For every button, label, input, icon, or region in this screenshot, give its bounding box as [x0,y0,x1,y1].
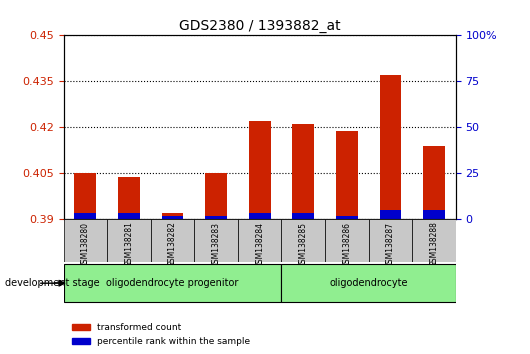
Legend: transformed count, percentile rank within the sample: transformed count, percentile rank withi… [68,320,254,349]
Bar [423,210,445,219]
FancyBboxPatch shape [238,219,281,262]
Text: GSM138281: GSM138281 [125,219,134,266]
Bar [162,213,183,219]
Bar [379,210,401,219]
Bar [293,213,314,219]
Text: GSM138288: GSM138288 [429,219,438,266]
FancyBboxPatch shape [151,219,195,262]
Text: development stage: development stage [5,278,100,288]
FancyBboxPatch shape [107,219,151,262]
FancyBboxPatch shape [64,219,107,262]
Bar [423,146,445,219]
Bar [249,121,271,219]
Text: GSM138285: GSM138285 [299,222,308,268]
Text: GSM138280: GSM138280 [81,219,90,266]
FancyBboxPatch shape [281,264,456,302]
Title: GDS2380 / 1393882_at: GDS2380 / 1393882_at [179,19,340,33]
FancyBboxPatch shape [325,219,369,262]
Text: GSM138282: GSM138282 [168,219,177,266]
Text: oligodendrocyte: oligodendrocyte [329,278,408,288]
Bar [162,216,183,219]
Text: GSM138285: GSM138285 [299,219,308,266]
Text: GSM138283: GSM138283 [211,219,220,266]
Bar [205,173,227,219]
Text: GSM138287: GSM138287 [386,219,395,266]
Bar [293,124,314,219]
Bar [249,213,271,219]
FancyBboxPatch shape [281,219,325,262]
Bar [205,216,227,219]
Text: GSM138284: GSM138284 [255,219,264,266]
Bar [118,213,140,219]
Text: GSM138281: GSM138281 [125,222,134,268]
Text: GSM138280: GSM138280 [81,222,90,268]
Bar [336,131,358,219]
Text: GSM138286: GSM138286 [342,219,351,266]
Bar [118,177,140,219]
FancyBboxPatch shape [369,219,412,262]
Bar [75,213,96,219]
FancyBboxPatch shape [412,219,456,262]
Bar [336,216,358,219]
Text: GSM138283: GSM138283 [211,222,220,268]
Text: oligodendrocyte progenitor: oligodendrocyte progenitor [107,278,238,288]
FancyBboxPatch shape [195,219,238,262]
Text: GSM138288: GSM138288 [429,222,438,268]
Text: GSM138286: GSM138286 [342,222,351,268]
Bar [379,75,401,219]
Text: GSM138284: GSM138284 [255,222,264,268]
Text: GSM138287: GSM138287 [386,222,395,268]
Bar [75,173,96,219]
Text: GSM138282: GSM138282 [168,222,177,268]
FancyBboxPatch shape [64,264,281,302]
